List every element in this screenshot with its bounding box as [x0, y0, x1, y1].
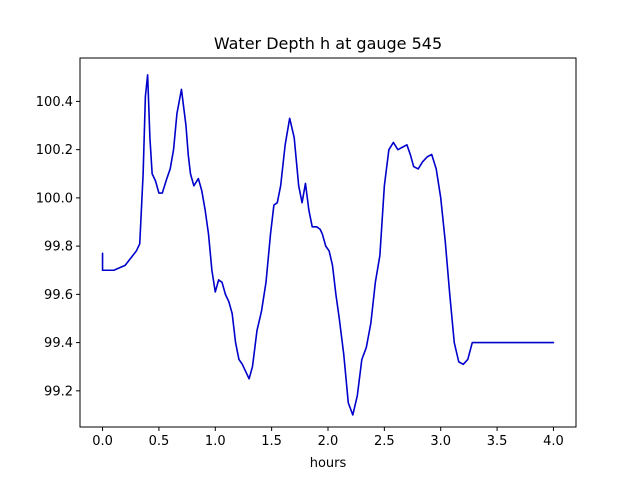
x-tick-label: 4.0: [543, 434, 564, 449]
x-tick-label: 2.5: [374, 434, 395, 449]
x-tick-label: 2.0: [318, 434, 339, 449]
plot-area: [101, 74, 555, 416]
y-tick-label: 100.0: [36, 191, 73, 206]
x-tick-label: 1.0: [205, 434, 226, 449]
x-tick-label: 0.5: [149, 434, 170, 449]
x-axis: 0.0 0.5 1.0 1.5 2.0 2.5 3.0 3.5 4.0: [92, 427, 564, 449]
x-tick-label: 3.0: [430, 434, 451, 449]
y-tick-label: 99.4: [44, 336, 73, 351]
chart-title: Water Depth h at gauge 545: [214, 34, 442, 53]
y-axis: 99.2 99.4 99.6 99.8 100.0 100.2 100.4: [36, 95, 80, 399]
x-tick-label: 3.5: [487, 434, 508, 449]
y-tick-label: 99.2: [44, 384, 73, 399]
y-tick-label: 100.4: [36, 95, 73, 110]
y-tick-label: 99.6: [44, 288, 73, 303]
x-tick-label: 0.0: [92, 434, 113, 449]
x-axis-label: hours: [310, 456, 347, 471]
series-line-0: [101, 74, 555, 416]
x-tick-label: 1.5: [261, 434, 282, 449]
y-tick-label: 99.8: [44, 240, 73, 255]
y-tick-label: 100.2: [36, 143, 73, 158]
